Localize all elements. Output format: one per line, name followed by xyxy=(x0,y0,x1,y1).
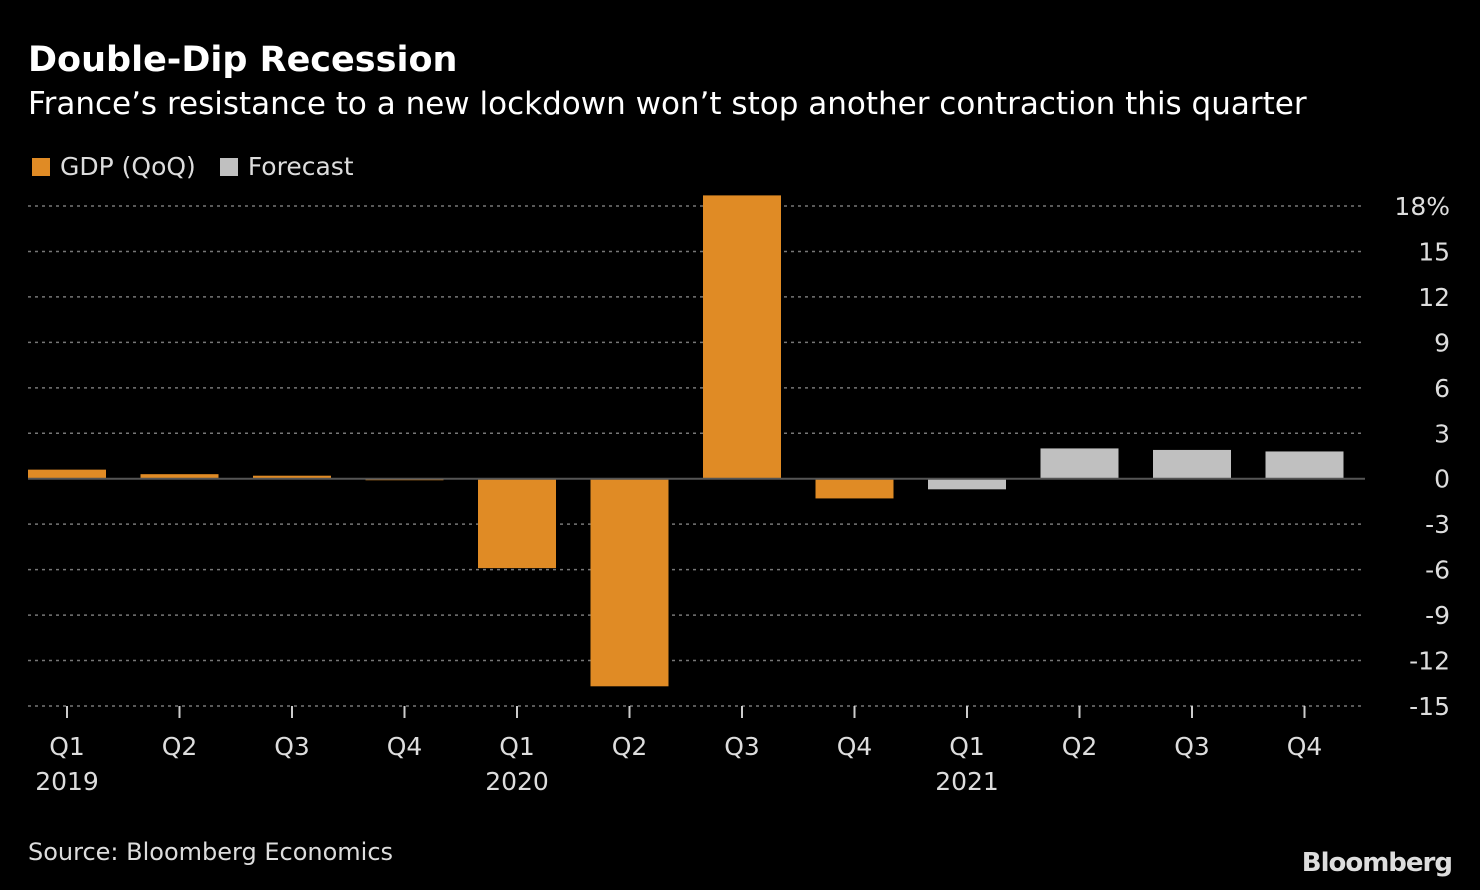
y-tick-label: 3 xyxy=(1434,419,1450,448)
y-tick-label: 0 xyxy=(1434,465,1450,494)
bar-forecast xyxy=(1265,451,1344,479)
y-tick-label: -3 xyxy=(1425,510,1450,539)
bar-gdp xyxy=(478,478,556,569)
legend-item-forecast: Forecast xyxy=(219,152,354,181)
legend-swatch-forecast xyxy=(219,157,238,176)
bar-forecast xyxy=(928,478,1006,490)
x-tick-label: Q4 xyxy=(1287,732,1323,761)
bar-gdp xyxy=(590,478,669,687)
bar-gdp xyxy=(140,474,219,479)
y-tick-label: -9 xyxy=(1425,601,1450,630)
x-tick-label: Q2 xyxy=(162,732,198,761)
bar-forecast xyxy=(1153,449,1231,479)
x-tick-label: Q3 xyxy=(274,732,310,761)
y-tick-label: 6 xyxy=(1434,374,1450,403)
x-tick-label: Q2 xyxy=(612,732,648,761)
bar-gdp xyxy=(253,475,331,479)
x-tick-label: Q1 xyxy=(949,732,985,761)
legend-item-gdp: GDP (QoQ) xyxy=(32,152,196,181)
bar-gdp xyxy=(815,478,894,499)
y-tick-label: 9 xyxy=(1434,328,1450,357)
legend: GDP (QoQ) Forecast xyxy=(32,152,378,181)
x-tick-label: Q3 xyxy=(1174,732,1210,761)
y-tick-label: -15 xyxy=(1409,692,1450,721)
source-note: Source: Bloomberg Economics xyxy=(28,838,394,866)
x-tick-label: Q1 xyxy=(49,732,85,761)
x-tick-label: Q4 xyxy=(387,732,423,761)
legend-label-forecast: Forecast xyxy=(247,152,354,181)
y-tick-label: -6 xyxy=(1425,556,1450,585)
x-year-label: 2020 xyxy=(485,767,549,796)
chart-title: Double-Dip Recession xyxy=(28,40,458,80)
y-tick-label: -12 xyxy=(1409,647,1450,676)
bar-forecast xyxy=(1040,448,1119,479)
bar-gdp xyxy=(28,469,106,479)
y-tick-label: 18% xyxy=(1394,192,1450,221)
bar-gdp xyxy=(703,195,781,479)
x-tick-label: Q4 xyxy=(837,732,873,761)
chart-subtitle: France’s resistance to a new lockdown wo… xyxy=(28,86,1307,122)
x-year-label: 2021 xyxy=(935,767,999,796)
bloomberg-logo: Bloomberg xyxy=(1301,848,1453,878)
legend-label-gdp: GDP (QoQ) xyxy=(60,152,196,181)
x-tick-label: Q3 xyxy=(724,732,760,761)
x-year-label: 2019 xyxy=(35,767,99,796)
y-tick-label: 12 xyxy=(1418,283,1450,312)
legend-swatch-gdp xyxy=(32,157,50,176)
x-tick-label: Q2 xyxy=(1062,732,1098,761)
x-tick-label: Q1 xyxy=(499,732,535,761)
y-tick-label: 15 xyxy=(1418,237,1450,266)
